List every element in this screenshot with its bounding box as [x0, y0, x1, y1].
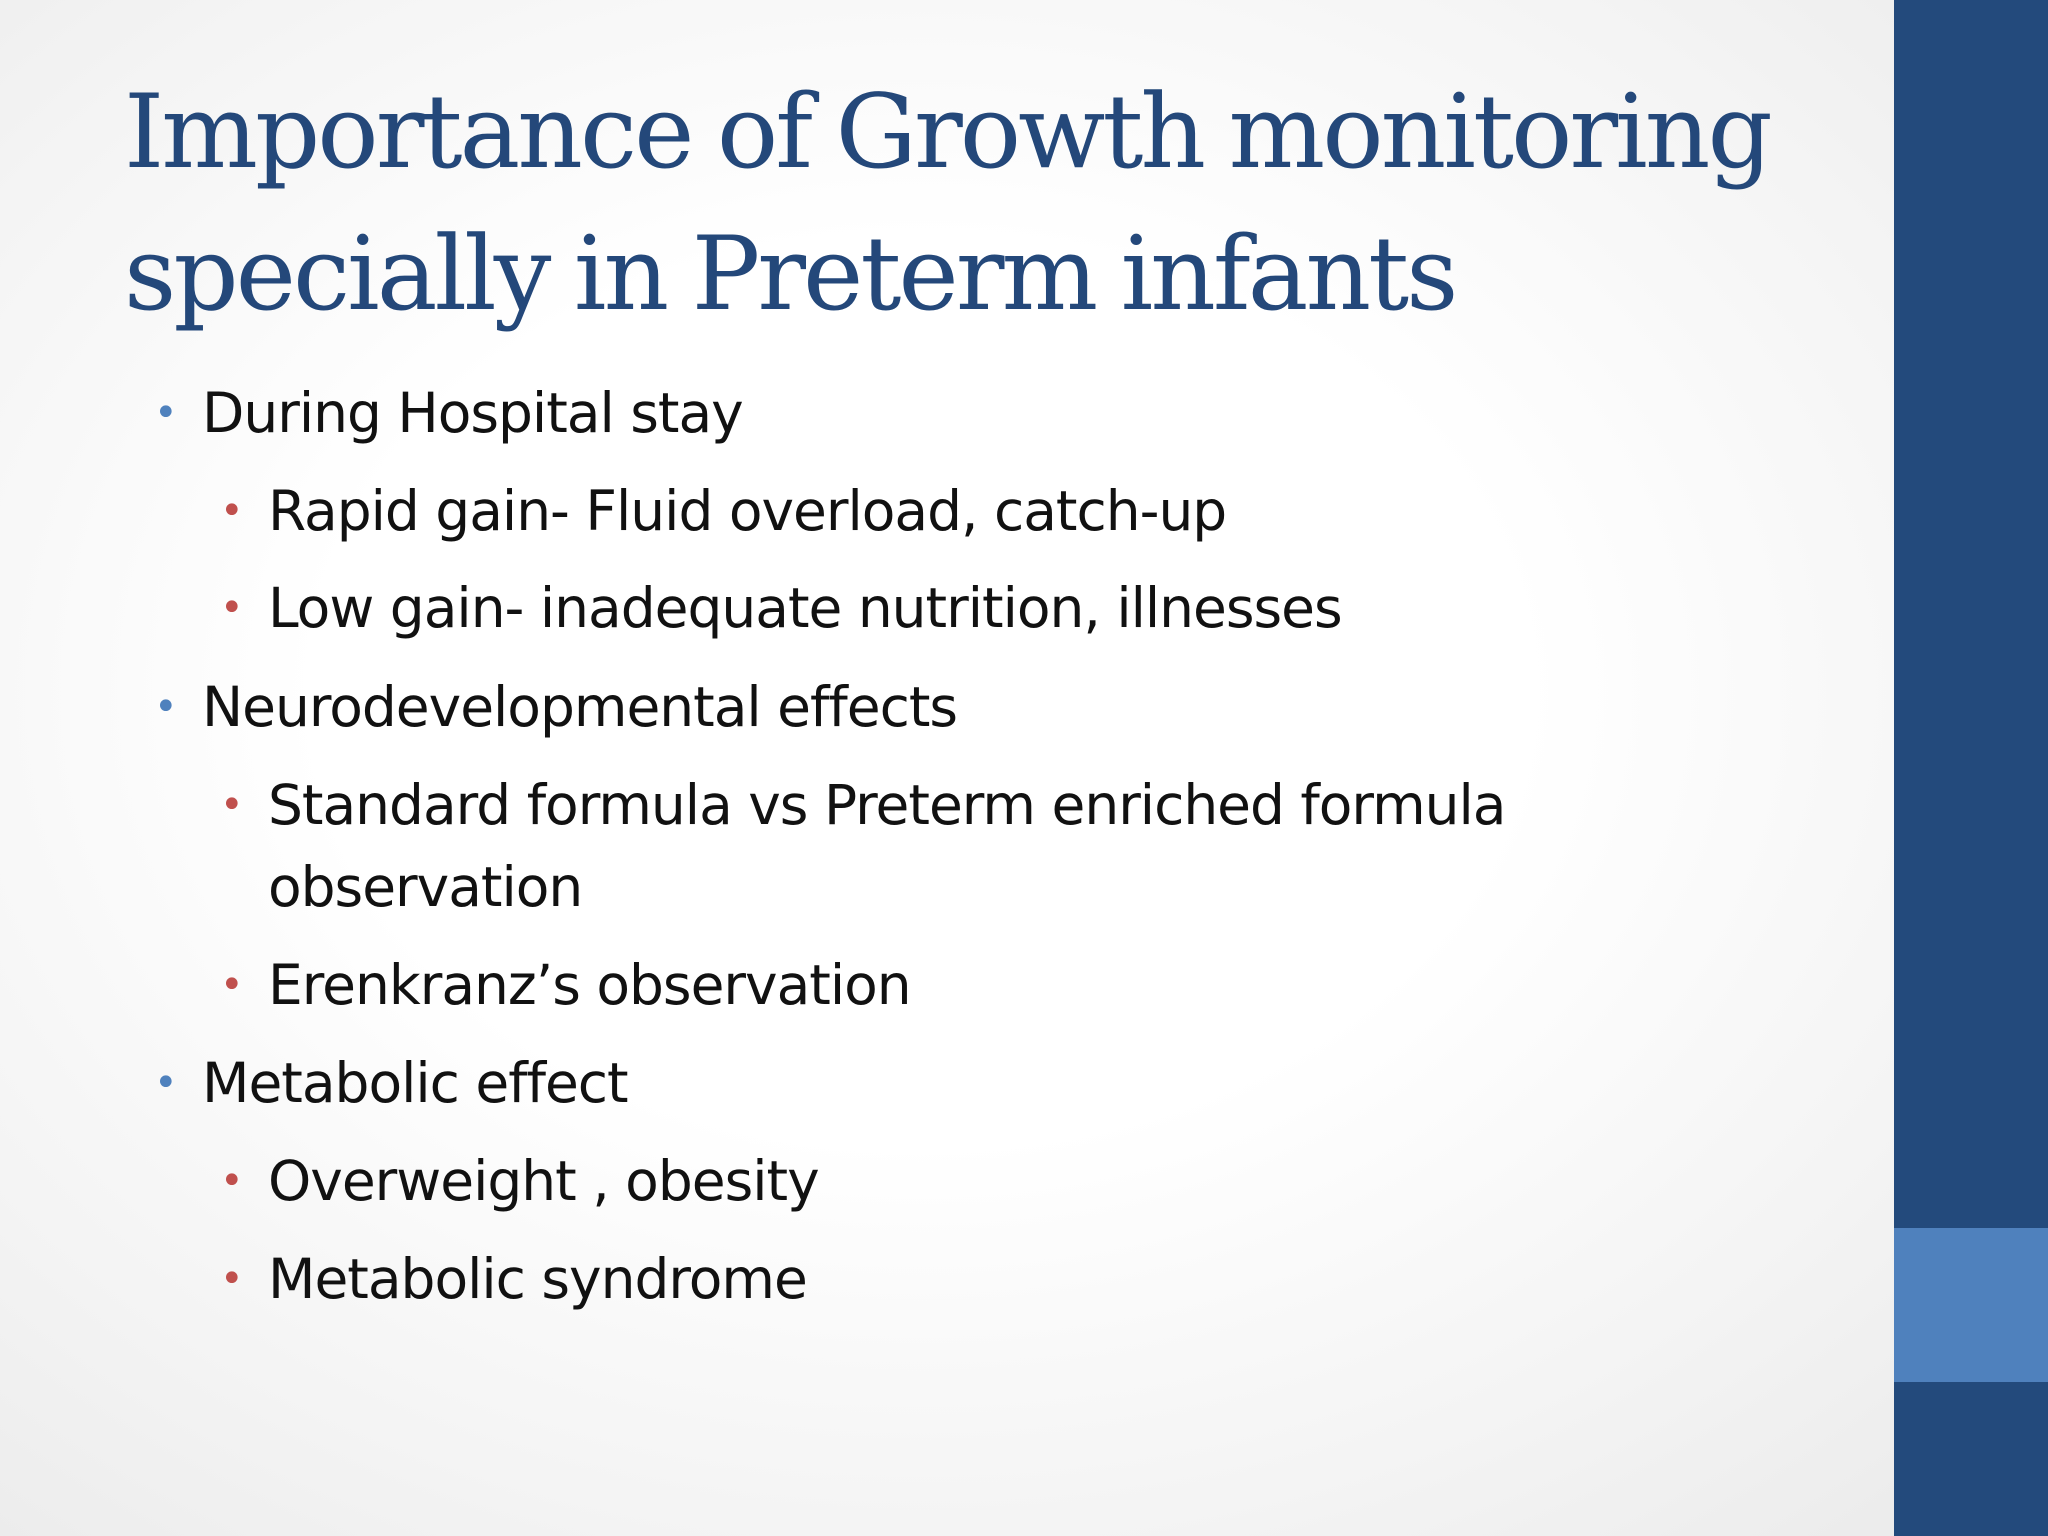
- bullet-dot: •: [220, 782, 244, 828]
- bullet-dot: •: [154, 684, 178, 730]
- bullet-list: • During Hospital stay • Rapid gain- Flu…: [154, 372, 1506, 1320]
- bullet-item: • Rapid gain- Fluid overload, catch-up: [220, 470, 1227, 552]
- bullet-dot: •: [220, 488, 244, 534]
- bullet-text: Neurodevelopmental effects: [202, 675, 958, 739]
- bullet-item: • Standard formula vs Preterm enriched f…: [220, 764, 1506, 846]
- sidebar-accent-block: [1894, 1228, 2048, 1382]
- bullet-text: Metabolic effect: [202, 1051, 629, 1115]
- bullet-item: • Erenkranz’s observation: [220, 944, 912, 1026]
- slide-title-line-2: specially in Preterm infants: [124, 215, 1459, 334]
- bullet-item: • Metabolic effect: [154, 1042, 629, 1124]
- slide-title: Importance of Growth monitoring speciall…: [124, 62, 1864, 346]
- bullet-dot: •: [154, 390, 178, 436]
- bullet-item: • Neurodevelopmental effects: [154, 666, 958, 748]
- bullet-dot: •: [220, 585, 244, 631]
- bullet-text: Overweight , obesity: [268, 1149, 820, 1213]
- bullet-continuation: observation: [268, 846, 583, 928]
- slide-title-line-1: Importance of Growth monitoring: [124, 73, 1773, 192]
- bullet-item: • During Hospital stay: [154, 372, 744, 454]
- bullet-text: Rapid gain- Fluid overload, catch-up: [268, 479, 1227, 543]
- bullet-text: Metabolic syndrome: [268, 1247, 808, 1311]
- bullet-item: • Overweight , obesity: [220, 1140, 820, 1222]
- bullet-item: • Metabolic syndrome: [220, 1238, 808, 1320]
- bullet-dot: •: [220, 1256, 244, 1302]
- bullet-dot: •: [154, 1060, 178, 1106]
- bullet-item: • Low gain- inadequate nutrition, illnes…: [220, 567, 1343, 649]
- bullet-text: Erenkranz’s observation: [268, 953, 912, 1017]
- bullet-text: Low gain- inadequate nutrition, illnesse…: [268, 576, 1343, 640]
- bullet-dot: •: [220, 962, 244, 1008]
- bullet-text: During Hospital stay: [202, 381, 744, 445]
- bullet-text: Standard formula vs Preterm enriched for…: [268, 773, 1506, 837]
- bullet-dot: •: [220, 1158, 244, 1204]
- bullet-text: observation: [268, 855, 583, 919]
